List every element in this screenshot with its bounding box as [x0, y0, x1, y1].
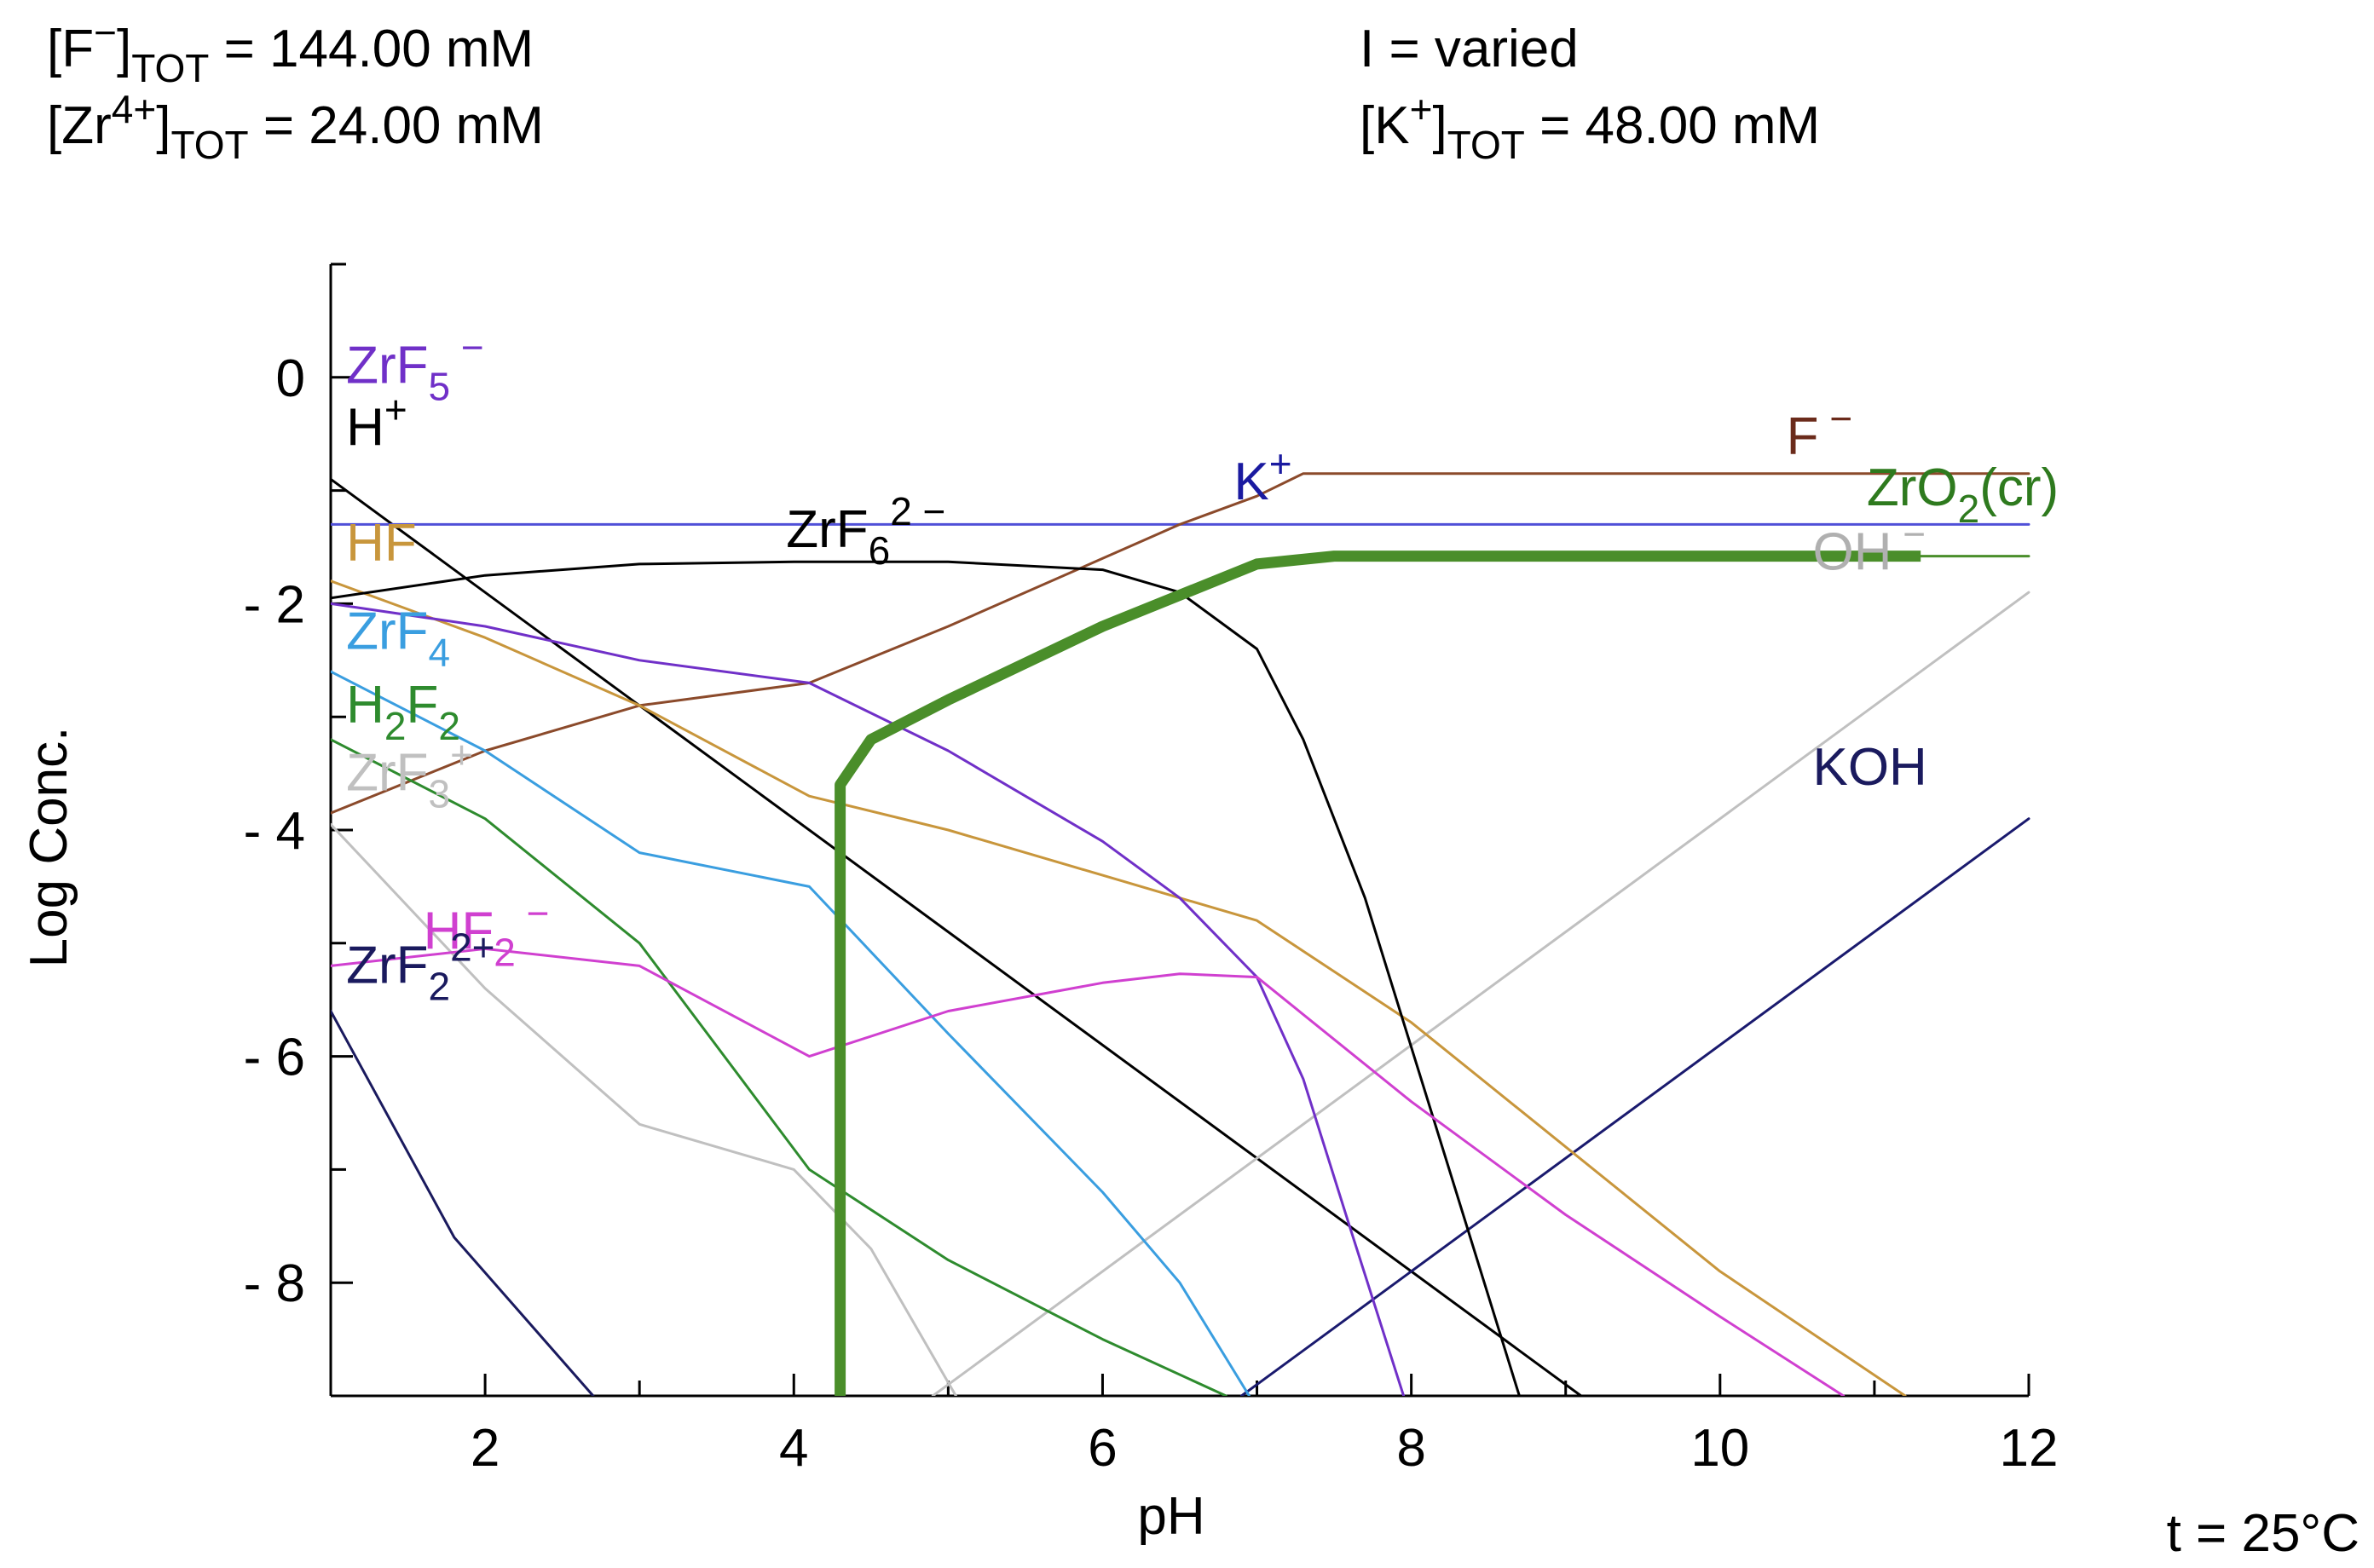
- series-line-zrf4: [331, 670, 1251, 1396]
- species-label-hf2: HF2 −: [424, 891, 550, 974]
- series-line-zrf2-2: [331, 1010, 595, 1396]
- header-zr-total: [Zr4+]TOT = 24.00 mM: [47, 87, 544, 167]
- y-tick-label: - 2: [244, 575, 305, 634]
- header-f-total: [F−]TOT = 144.00 mM: [47, 10, 534, 90]
- series-line-hf: [331, 579, 1907, 1396]
- series-line-koh: [1239, 817, 2030, 1396]
- species-label-oh: OH −: [1812, 512, 1926, 582]
- series-line-zro2-cr: [835, 551, 1921, 1396]
- y-tick-label: - 6: [244, 1029, 305, 1087]
- species-label-koh: KOH: [1812, 738, 1926, 797]
- y-tick-label: - 8: [244, 1254, 305, 1313]
- species-label-f: F −: [1787, 396, 1853, 466]
- axes: 2 4 6 8 10 12 0 - 2 - 4 - 6 - 8: [244, 262, 2059, 1478]
- species-label-k: K+: [1233, 441, 1291, 511]
- series-line-zrf5: [331, 602, 1406, 1396]
- series-line-oh: [931, 591, 2030, 1396]
- y-tick-label: 0: [276, 349, 305, 408]
- species-label-zro2: ZrO2(cr): [1867, 458, 2059, 531]
- temperature-label: t = 25°C: [2167, 1504, 2360, 1563]
- x-tick-label: 4: [779, 1419, 808, 1478]
- series-line-h: [331, 477, 1583, 1396]
- species-label-hf: HF: [346, 514, 417, 573]
- x-tick-label: 10: [1690, 1419, 1749, 1478]
- series-line-f: [331, 472, 2030, 815]
- y-axis-label: Log Conc.: [20, 727, 78, 968]
- series-line-zrf3: [331, 822, 957, 1396]
- species-label-zrf22: ZrF22+: [346, 925, 494, 1008]
- x-tick-label: 8: [1396, 1419, 1425, 1478]
- species-label-zrf3: ZrF3+: [346, 733, 473, 816]
- x-tick-label: 2: [471, 1419, 500, 1478]
- x-axis-label: pH: [1137, 1487, 1204, 1546]
- species-label-hf2: H2F2: [346, 676, 460, 748]
- series-line-zrf6-2: [331, 560, 1521, 1396]
- series-line-h2f2: [331, 738, 1227, 1396]
- species-label-zrf4: ZrF4: [346, 602, 450, 675]
- species-label-zrf62: ZrF62 −: [786, 489, 945, 573]
- species-label-zrf5: ZrF5 −: [346, 325, 484, 408]
- x-tick-label: 12: [2000, 1419, 2059, 1478]
- y-tick-label: - 4: [244, 802, 305, 861]
- series-lines: [331, 472, 2030, 1396]
- x-tick-label: 6: [1088, 1419, 1117, 1478]
- species-label-h: H+: [346, 387, 407, 457]
- series-line-hf2: [331, 947, 1845, 1396]
- header-k-total: [K+]TOT = 48.00 mM: [1360, 87, 1820, 167]
- header-ionic-strength: I = varied: [1360, 20, 1579, 78]
